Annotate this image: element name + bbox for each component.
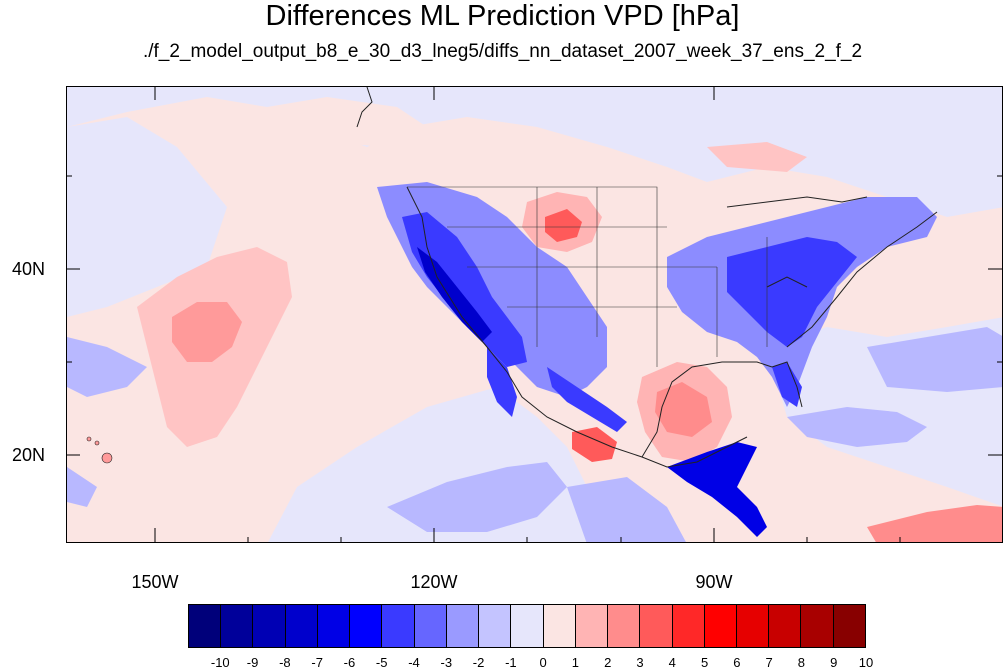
neg-region-southern-band-2 xyxy=(567,477,686,542)
colorbar-label: 2 xyxy=(604,655,612,670)
colorbar-label: -10 xyxy=(210,655,230,670)
colorbar xyxy=(188,604,866,648)
lon-label-150w: 150W xyxy=(131,572,179,592)
neg-region-mexico-coast xyxy=(547,367,627,432)
pos-region-hudson xyxy=(707,142,807,172)
pos-region-north xyxy=(267,97,427,147)
colorbar-cell xyxy=(833,605,865,647)
neg-region-atlantic-arm xyxy=(867,327,1002,392)
colorbar-label: -9 xyxy=(246,655,259,670)
colorbar-label: 0 xyxy=(539,655,547,670)
colorbar-cell xyxy=(672,605,705,647)
pos-region-pacific-core xyxy=(172,302,242,362)
pos-region-mexico xyxy=(572,427,617,462)
neg-region-central-america xyxy=(667,442,767,537)
lat-label-40n: 40N xyxy=(12,259,46,279)
colorbar-label: 4 xyxy=(668,655,676,670)
neg-region-caribbean xyxy=(787,407,927,447)
colorbar-cell xyxy=(221,605,254,647)
state-borders xyxy=(407,186,768,367)
colorbar-cell xyxy=(575,605,609,647)
lat-label-20n: 20N xyxy=(12,445,46,465)
colorbar-cell xyxy=(511,605,544,647)
colorbar-cell xyxy=(704,605,737,647)
pos-region-southeast xyxy=(867,505,1002,542)
colorbar-label: 8 xyxy=(797,655,806,670)
colorbar-cell xyxy=(414,605,447,647)
colorbar-label: -4 xyxy=(408,655,420,670)
colorbar-cell xyxy=(736,605,770,647)
colorbar-label: 7 xyxy=(765,655,773,670)
colorbar-cell xyxy=(543,605,576,647)
colorbar-cell xyxy=(479,605,512,647)
neg-region-west-band xyxy=(67,337,147,397)
pos-region-northern-plains-core xyxy=(545,209,582,242)
colorbar-cell xyxy=(446,605,480,647)
neg-region-baja xyxy=(487,347,517,417)
colorbar-label: 1 xyxy=(571,655,580,670)
colorbar-cell xyxy=(769,605,802,647)
colorbar-label: -6 xyxy=(343,655,356,670)
colorbar-label: 6 xyxy=(733,655,741,670)
colorbar-cell xyxy=(285,605,318,647)
neg-region-western-us-deep xyxy=(417,247,492,342)
colorbar-label: -8 xyxy=(279,655,291,670)
neg-region-southern-band xyxy=(387,462,567,532)
colorbar-label: 9 xyxy=(830,655,838,670)
neg-region-eastern-us-core xyxy=(727,237,857,347)
colorbar-cell xyxy=(317,605,351,647)
neg-region-florida xyxy=(772,362,802,407)
colorbar-label: -1 xyxy=(505,655,517,670)
colorbar-cell xyxy=(350,605,383,647)
neg-region-west-band-2 xyxy=(67,467,97,507)
lon-label-120w: 120W xyxy=(410,572,458,592)
colorbar-cell xyxy=(253,605,286,647)
hawaii-islands xyxy=(86,436,113,464)
colorbar-label: 5 xyxy=(700,655,709,670)
neg-region-western-us-core xyxy=(402,212,527,367)
difference-field xyxy=(67,87,1002,542)
map-subtitle: ./f_2_model_output_b8_e_30_d3_lneg5/diff… xyxy=(142,41,863,62)
neg-region-west xyxy=(67,117,227,317)
colorbar-label: -7 xyxy=(311,655,323,670)
colorbar-label: -5 xyxy=(375,655,388,670)
coastline-overlay xyxy=(356,87,938,468)
map-title: Differences ML Prediction VPD [hPa] xyxy=(265,0,740,32)
colorbar-cell xyxy=(608,605,641,647)
colorbar-cell xyxy=(801,605,834,647)
map-panel xyxy=(66,86,1003,543)
colorbar-cell xyxy=(189,605,222,647)
colorbar-label: 10 xyxy=(858,655,874,670)
colorbar-cell xyxy=(382,605,415,647)
colorbar-label: -2 xyxy=(472,655,485,670)
pos-region-gulf-core xyxy=(655,382,712,437)
lon-label-90w: 90W xyxy=(695,572,733,592)
colorbar-label: 3 xyxy=(636,655,644,670)
colorbar-label: -3 xyxy=(440,655,453,670)
colorbar-cell xyxy=(640,605,673,647)
